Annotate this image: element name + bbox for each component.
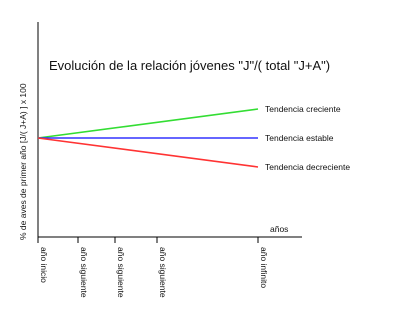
x-axis-label: años bbox=[270, 224, 288, 234]
x-tick-label: año siguiente bbox=[116, 247, 126, 298]
series-line bbox=[37, 108, 259, 139]
series-line bbox=[37, 137, 259, 168]
y-axis-label: % de aves de primer año [J/( J+A) ] x 10… bbox=[18, 83, 28, 240]
series-label: Tendencia decreciente bbox=[265, 162, 350, 172]
x-tick-label: año infinito bbox=[259, 247, 269, 288]
x-tick-label: año siguiente bbox=[158, 247, 168, 298]
series-label: Tendencia estable bbox=[265, 133, 334, 143]
x-tick-label: año siguiente bbox=[79, 247, 89, 298]
series-label: Tendencia creciente bbox=[265, 104, 341, 114]
x-tick-label: año inicio bbox=[39, 247, 49, 283]
chart-title: Evolución de la relación jóvenes "J"/( t… bbox=[49, 58, 330, 73]
